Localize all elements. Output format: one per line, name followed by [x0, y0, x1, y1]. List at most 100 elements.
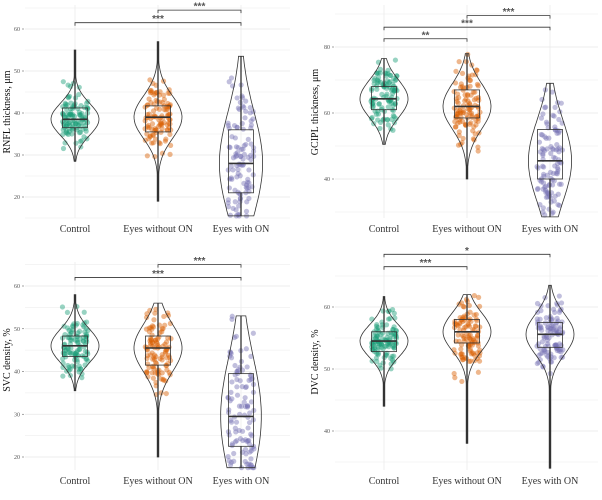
data-point	[144, 370, 150, 376]
data-point	[246, 167, 252, 173]
data-point	[81, 104, 88, 111]
data-point	[386, 79, 392, 86]
data-point	[386, 99, 392, 105]
data-point	[148, 87, 154, 94]
data-point	[456, 59, 462, 65]
data-point	[460, 314, 466, 321]
data-point	[164, 127, 170, 133]
data-point	[373, 111, 380, 117]
x-tick-label: Eyes without ON	[123, 224, 192, 235]
data-point	[63, 101, 69, 107]
data-point	[473, 67, 480, 73]
data-point	[552, 342, 558, 349]
data-point	[467, 106, 473, 112]
data-point	[146, 136, 152, 142]
data-point	[474, 67, 480, 73]
data-point	[378, 331, 384, 338]
data-point	[389, 86, 396, 92]
data-point	[471, 312, 477, 318]
data-point	[542, 134, 548, 140]
data-point	[474, 81, 481, 87]
data-point	[70, 327, 76, 333]
data-point	[236, 403, 243, 409]
data-point	[376, 101, 382, 107]
data-point	[468, 110, 475, 116]
data-point	[144, 153, 150, 159]
data-point	[556, 293, 562, 299]
data-point	[454, 108, 460, 114]
data-point	[455, 100, 461, 106]
data-point	[165, 335, 171, 341]
data-point	[550, 209, 556, 215]
box	[228, 373, 254, 447]
data-point	[458, 351, 464, 357]
data-point	[555, 146, 561, 152]
data-point	[390, 326, 396, 333]
data-point	[465, 92, 471, 99]
data-point	[233, 333, 239, 339]
data-point	[155, 336, 161, 342]
data-point	[534, 164, 540, 170]
data-point	[68, 350, 74, 356]
data-point	[460, 356, 466, 362]
data-point	[391, 353, 397, 359]
data-point	[229, 176, 235, 182]
data-point	[461, 85, 467, 91]
data-point	[388, 72, 394, 79]
data-point	[162, 322, 168, 328]
data-point	[83, 331, 89, 337]
data-point	[150, 132, 156, 138]
data-point	[148, 337, 154, 343]
data-point	[555, 166, 561, 173]
data-point	[68, 100, 74, 106]
data-point	[228, 75, 235, 81]
data-point	[545, 354, 551, 360]
data-point	[460, 303, 466, 310]
data-point	[557, 346, 564, 353]
data-point	[456, 129, 462, 135]
data-point	[466, 302, 472, 309]
data-point	[387, 316, 393, 322]
data-point	[553, 170, 559, 176]
data-point	[474, 350, 480, 356]
data-point	[65, 95, 72, 101]
data-point	[233, 419, 240, 425]
x-tick-label: Control	[60, 224, 91, 235]
data-point	[475, 369, 481, 375]
data-point	[391, 324, 397, 330]
group-control	[359, 296, 409, 407]
violin	[442, 294, 492, 444]
data-point	[244, 404, 251, 410]
significance-label: **	[422, 30, 430, 41]
data-point	[458, 342, 465, 348]
data-point	[372, 108, 378, 114]
violin	[50, 294, 100, 392]
data-point	[243, 108, 249, 114]
x-tick-label: Control	[60, 476, 91, 487]
data-point	[459, 354, 465, 360]
data-point	[466, 358, 473, 365]
data-point	[550, 112, 556, 119]
data-point	[143, 326, 150, 332]
data-point	[393, 332, 399, 338]
data-point	[66, 364, 72, 370]
data-point	[144, 369, 150, 375]
data-point	[554, 302, 560, 308]
data-point	[374, 350, 380, 357]
group-control	[50, 49, 100, 162]
data-point	[69, 131, 75, 137]
data-point	[390, 344, 396, 350]
data-point	[248, 118, 254, 124]
data-point	[554, 347, 560, 354]
data-point	[385, 104, 391, 110]
data-point	[226, 79, 232, 85]
data-point	[151, 364, 157, 370]
data-point	[557, 326, 563, 332]
group-eyes-without-on	[442, 51, 492, 180]
data-point	[476, 294, 482, 300]
data-point	[243, 182, 250, 188]
data-point	[153, 127, 159, 133]
data-point	[233, 144, 240, 150]
data-point	[70, 124, 76, 130]
data-point	[83, 356, 89, 362]
